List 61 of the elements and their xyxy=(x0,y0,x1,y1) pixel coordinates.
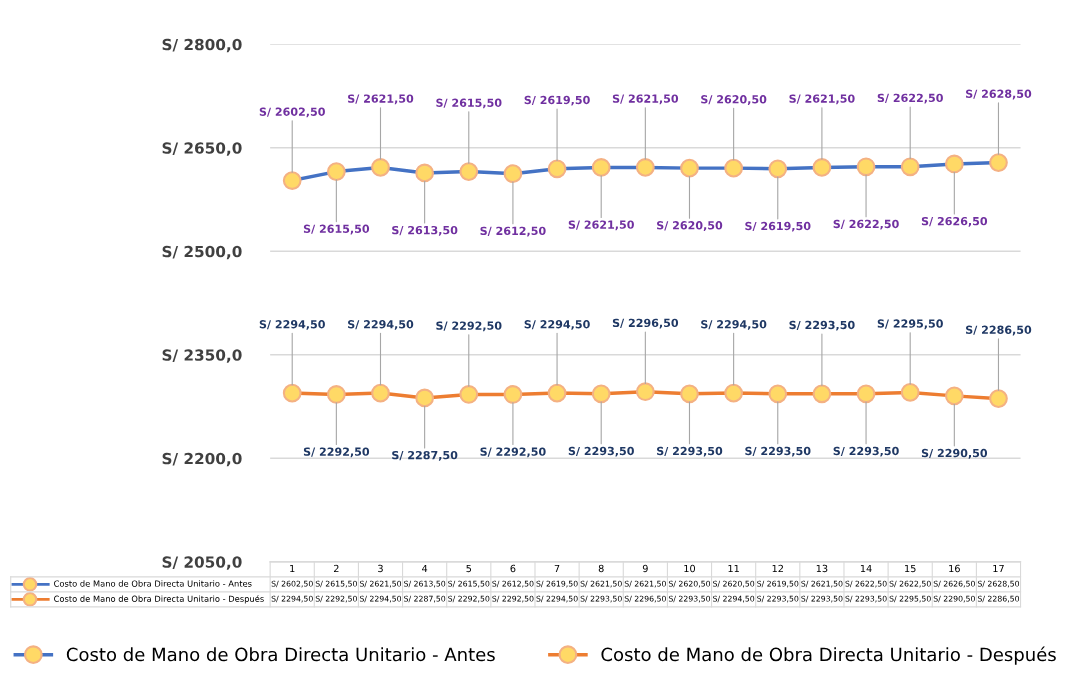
text: S/ 2295,50 xyxy=(877,319,943,330)
text: S/ 2292,50 xyxy=(303,447,370,458)
text: S/ 2293,50 xyxy=(789,320,855,331)
text: S/ 2294,50 xyxy=(348,320,414,330)
text: S/ 2621,50 xyxy=(348,94,414,105)
text: Costo de Mano de Obra Directa Unitario - Después xyxy=(601,646,1056,665)
text: S/ 2620,50 xyxy=(657,221,723,231)
x-tick-label: 11 xyxy=(728,564,739,573)
text: S/ 2293,50 xyxy=(745,446,811,457)
text: S/ 2293,50 xyxy=(568,446,634,457)
x-tick-label: 3 xyxy=(378,564,383,573)
x-tick-label: 9 xyxy=(642,564,648,573)
text: S/ 2602,50 xyxy=(259,107,325,118)
text: S/ 2292,50 xyxy=(480,447,546,458)
y-tick-label: S/ 2050,0 xyxy=(162,556,242,570)
x-tick-label: 15 xyxy=(905,564,916,573)
y-tick-label: S/ 2800,0 xyxy=(162,38,242,53)
legend-label: Costo de Mano de Obra Directa Unitario - Antes xyxy=(54,580,252,587)
text: S/ 2293,50 xyxy=(657,446,723,457)
x-tick-label: 16 xyxy=(949,564,960,573)
x-tick-label: 17 xyxy=(993,564,1004,573)
text: S/ 2622,50 xyxy=(877,93,943,104)
legend-label: Costo de Mano de Obra Directa Unitario - Después xyxy=(54,595,264,604)
y-tick-label: S/ 2350,0 xyxy=(162,349,242,363)
text: S/ 2296,50 xyxy=(612,318,679,329)
x-tick-label: 1 xyxy=(290,564,295,573)
text: S/ 2628,50 xyxy=(966,89,1032,100)
text: S/ 2294,50 xyxy=(524,320,590,330)
text: S/ 2613,50 xyxy=(392,225,458,236)
text: S/ 2294,50 xyxy=(259,320,325,330)
x-tick-label: 8 xyxy=(598,564,604,573)
x-tick-label: 6 xyxy=(510,564,516,573)
y-tick-label: S/ 2650,0 xyxy=(162,142,242,156)
text: S/ 2626,50 xyxy=(921,216,988,227)
text: Costo de Mano de Obra Directa Unitario - Antes xyxy=(66,647,495,662)
text: S/ 2621,50 xyxy=(789,94,855,105)
text: S/ 2619,50 xyxy=(524,95,590,106)
text: S/ 2619,50 xyxy=(745,221,811,232)
text: S/ 2612,50 xyxy=(480,226,546,237)
x-tick-label: 5 xyxy=(466,564,472,573)
text: S/ 2292,50 xyxy=(436,321,502,332)
x-tick-label: 2 xyxy=(333,564,339,573)
text: S/ 2293,50 xyxy=(833,446,899,457)
x-tick-label: 10 xyxy=(684,564,696,573)
x-tick-label: 4 xyxy=(422,564,428,573)
text: S/ 2615,50 xyxy=(303,224,370,235)
x-tick-label: 7 xyxy=(554,564,560,573)
text: S/ 2621,50 xyxy=(612,94,679,105)
text: S/ 2620,50 xyxy=(701,95,767,105)
text: S/ 2290,50 xyxy=(921,448,988,459)
text: S/ 2622,50 xyxy=(833,219,899,230)
x-tick-label: 13 xyxy=(816,564,828,573)
x-tick-label: 12 xyxy=(772,564,783,573)
text: S/ 2621,50 xyxy=(568,220,634,231)
text: S/ 2287,50 xyxy=(392,450,458,461)
x-tick-label: 14 xyxy=(860,564,872,573)
y-tick-label: S/ 2200,0 xyxy=(162,452,242,467)
text: S/ 2286,50 xyxy=(966,325,1032,336)
text: S/ 2615,50 xyxy=(436,98,502,109)
text: S/ 2294,50 xyxy=(701,320,767,330)
y-tick-label: S/ 2500,0 xyxy=(162,245,242,260)
